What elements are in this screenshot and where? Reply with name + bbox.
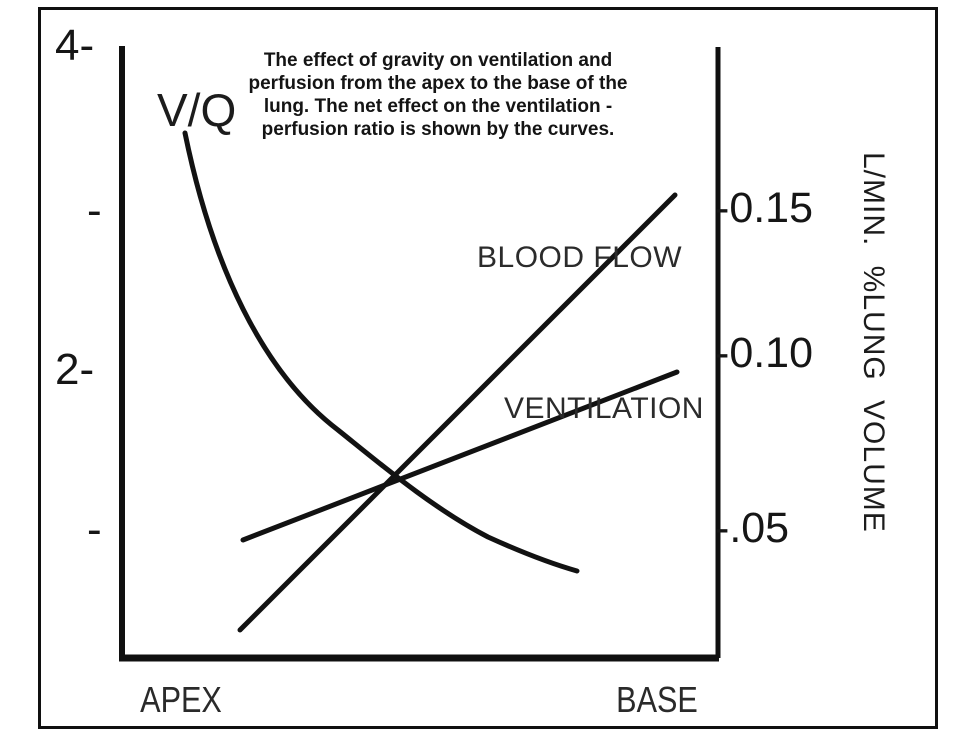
left-tick-4: 4-: [55, 21, 95, 70]
vq-curve: [182, 130, 580, 574]
caption-line-3: lung. The net effect on the ventilation …: [263, 96, 613, 117]
figure-caption: The effect of gravity on ventilation and…: [248, 49, 628, 141]
figure-outer-frame: [38, 7, 938, 729]
ventilation-line: [240, 369, 680, 543]
left-tick-dash-1: -: [87, 505, 102, 554]
right-tick-005: -.05: [715, 504, 790, 552]
caption-line-1: The effect of gravity on ventilation and: [263, 50, 613, 71]
x-label-base: BASE: [616, 679, 698, 720]
right-tick-010: -0.10: [715, 329, 814, 377]
vq-curve-label: V/Q: [157, 84, 237, 136]
blood-flow-label: BLOOD FLOW: [477, 241, 683, 274]
blood-flow-line: [237, 192, 678, 633]
ventilation-label: VENTILATION: [504, 392, 704, 425]
right-tick-015: -0.15: [715, 184, 814, 232]
left-tick-dash-3: -: [87, 186, 102, 235]
left-tick-2: 2-: [55, 345, 95, 394]
right-axis-title: L/MIN. %LUNG VOLUME: [857, 152, 890, 533]
caption-line-4: perfusion ratio is shown by the curves.: [261, 119, 615, 140]
caption-line-2: perfusion from the apex to the base of t…: [248, 73, 628, 94]
x-label-apex: APEX: [140, 679, 222, 720]
